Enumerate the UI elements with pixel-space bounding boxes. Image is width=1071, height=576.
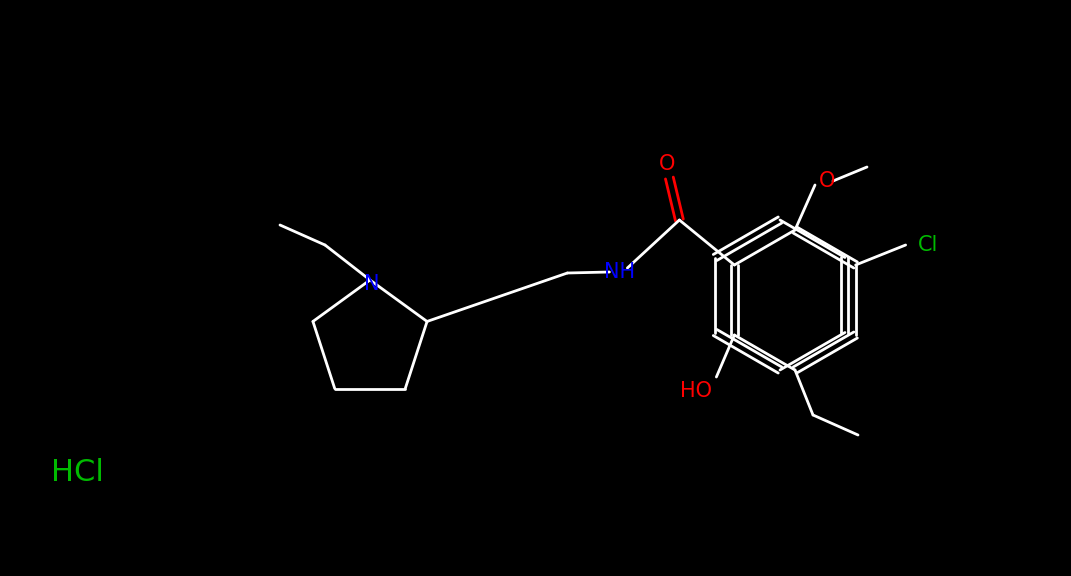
Text: N: N (364, 274, 380, 294)
Text: O: O (819, 171, 835, 191)
Text: NH: NH (604, 262, 635, 282)
Text: Cl: Cl (918, 235, 938, 255)
Text: HCl: HCl (50, 458, 104, 487)
Text: HO: HO (680, 381, 712, 401)
Text: O: O (659, 154, 676, 174)
